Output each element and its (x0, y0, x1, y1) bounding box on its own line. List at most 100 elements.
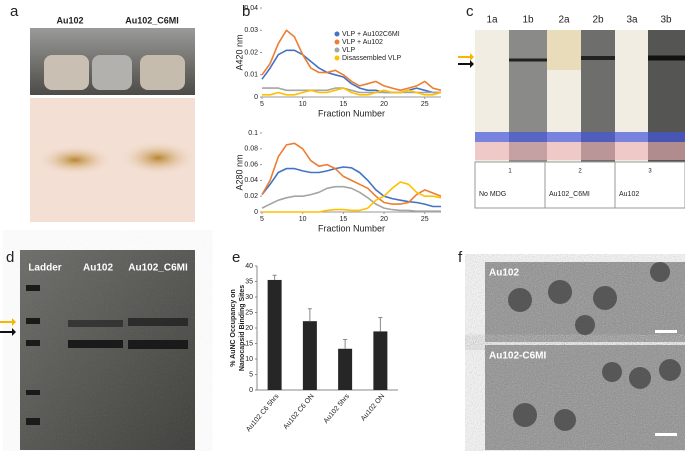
arrow-black (458, 60, 474, 68)
y-axis-label: A420 nm (234, 34, 244, 70)
line (261, 29, 442, 92)
lane-number: 3 (648, 169, 652, 175)
static-text: a b c d e f Au102 Au102_C6MI 1a 1b 2a 2b… (6, 3, 672, 362)
y-tick-label: 0.02 (244, 193, 258, 200)
x-tick-label: 5 (260, 216, 264, 223)
y-tick-label: 35 (245, 278, 253, 285)
gel-d (20, 250, 195, 450)
y-tick-label: 20 (245, 325, 253, 332)
condition: No MDG (479, 191, 506, 198)
em-images (485, 262, 685, 450)
arrow-yellow (458, 53, 474, 61)
image-label: Au102 (56, 15, 83, 25)
line (261, 142, 442, 205)
x-tick-label: Au102 C6 ON (282, 393, 315, 431)
y-tick-label: 0.08 (244, 146, 258, 153)
photo-gel-a (30, 98, 196, 222)
lane-number: 1 (508, 169, 512, 175)
panel-label: c (466, 3, 474, 20)
x-tick-label: 10 (299, 216, 307, 223)
lane-number: 2 (578, 169, 582, 175)
y-tick-label: 0 (254, 94, 258, 101)
lane-label: 3a (626, 15, 638, 26)
y-axis-label: A280 nm (234, 154, 244, 190)
y-tick-label: 0.03 (244, 27, 258, 34)
legend-label: VLP + Au102C6MI (342, 31, 400, 38)
lane-label: Au102_C6MI (128, 263, 188, 274)
error-bar (343, 338, 348, 349)
x-tick-label: Au102 C6 5hrs (245, 393, 281, 434)
y-tick-label: 15 (245, 340, 253, 347)
y-tick-label: 0 (254, 209, 258, 216)
y-tick-label: 40 (245, 263, 253, 270)
photo-tubes (30, 28, 195, 95)
lane-label: 2a (558, 15, 570, 26)
bar (373, 331, 388, 390)
y-tick-label: 30 (245, 294, 253, 301)
lane-label: 1a (486, 15, 498, 26)
y-tick-label: 5 (249, 371, 253, 378)
y-tick-label: 0 (249, 387, 253, 394)
image-label: Au102 (489, 268, 519, 279)
x-tick-label: 10 (299, 101, 307, 108)
lane-label: 3b (660, 15, 672, 26)
condition: Au102 (619, 191, 639, 198)
lane-label: 2b (592, 15, 604, 26)
bar (302, 321, 317, 390)
line (261, 49, 441, 94)
line (261, 166, 441, 208)
line (262, 87, 442, 96)
x-tick-label: 20 (380, 101, 388, 108)
y-tick-label: 10 (245, 356, 253, 363)
arrow-black (0, 328, 16, 336)
y-tick-label: 0.01 (244, 72, 258, 79)
y-tick-label: 25 (245, 309, 253, 316)
x-tick-label: 25 (421, 101, 429, 108)
legend-marker (334, 31, 340, 37)
legend-label: VLP + Au102 (342, 39, 383, 46)
condition: Au102_C6MI (549, 191, 590, 198)
panel-label: b (242, 3, 250, 20)
x-axis-label: Fraction Number (318, 108, 385, 118)
legend-marker (334, 39, 340, 45)
x-tick-label: 15 (339, 216, 347, 223)
lane-label: 1b (522, 15, 534, 26)
x-tick-label: Au102 ON (360, 393, 386, 423)
y-tick-label: 0.02 (244, 49, 258, 56)
x-tick-label: 20 (380, 216, 388, 223)
panel-label: f (458, 249, 463, 266)
panel-label: e (232, 249, 240, 266)
x-tick-label: 25 (421, 216, 429, 223)
line (262, 87, 441, 94)
legend-marker (334, 55, 340, 61)
panel-label: a (10, 3, 19, 20)
image-label: Au102_C6MI (125, 15, 179, 25)
x-tick-label: 15 (339, 101, 347, 108)
legend-marker (334, 47, 340, 53)
y-tick-label: 0.06 (244, 161, 258, 168)
legend-label: Disassembled VLP (342, 55, 401, 62)
y-tick-label: 0.04 (244, 5, 258, 12)
bar (338, 348, 353, 390)
lane-label: Ladder (28, 263, 61, 274)
gel-c (474, 30, 685, 209)
image-label: Au102-C6MI (489, 351, 546, 362)
x-axis-label: Fraction Number (318, 223, 385, 233)
x-tick-label: Au102 5hrs (323, 393, 352, 425)
error-bar (272, 274, 277, 280)
lane-label: Au102 (83, 263, 113, 274)
error-bar (307, 308, 312, 322)
x-tick-label: 5 (260, 101, 264, 108)
legend-label: VLP (342, 47, 356, 54)
y-axis-label: % AuNC Occupancy on (230, 289, 237, 367)
panel-label: d (6, 249, 14, 266)
y-axis-label: Nanocapsid Binding Sites (239, 285, 246, 371)
y-tick-label: 0.1 (248, 130, 258, 137)
arrow-yellow (0, 318, 16, 326)
error-bar (378, 316, 383, 332)
line (261, 185, 441, 212)
y-tick-label: 0.04 (244, 177, 258, 184)
line (262, 181, 442, 213)
bar (267, 279, 282, 390)
